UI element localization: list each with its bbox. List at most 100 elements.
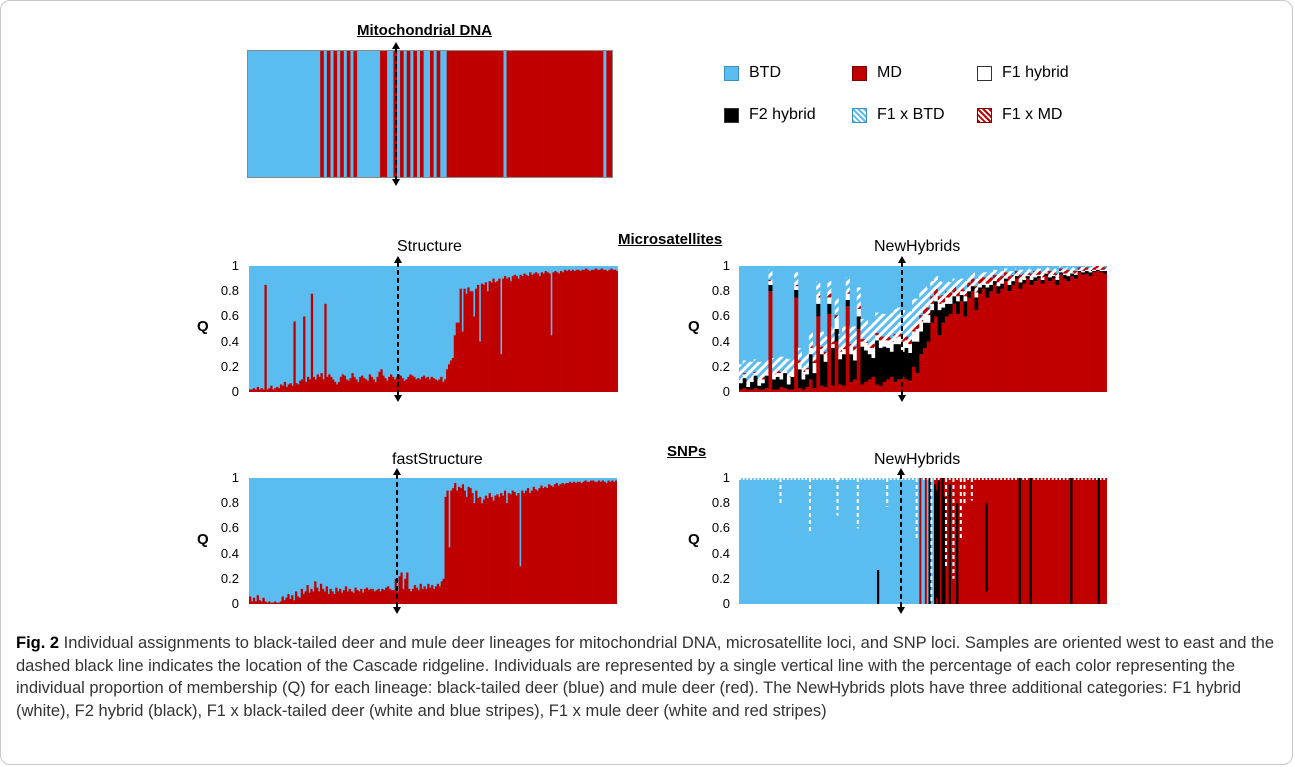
f2-segment — [1015, 276, 1020, 279]
f1-sliver — [1066, 478, 1069, 480]
f1btd-segment — [1000, 271, 1005, 277]
md-bar — [498, 278, 501, 392]
md-bar — [308, 379, 312, 392]
f1-segment — [915, 329, 920, 342]
md-bar — [287, 384, 290, 392]
md-bar — [268, 601, 271, 604]
md-bar — [434, 586, 438, 604]
f1-sliver — [1055, 478, 1058, 480]
md-bar — [374, 381, 377, 392]
md-bar — [361, 375, 364, 392]
f1-segment — [1048, 274, 1053, 278]
md-bar — [459, 488, 463, 604]
f1md-segment — [893, 334, 898, 338]
f1-segment — [1066, 273, 1071, 277]
f1md-segment — [849, 344, 854, 347]
f1-segment — [930, 303, 935, 311]
f1-segment — [831, 344, 836, 348]
y-tick-label: 0.8 — [711, 283, 730, 299]
f2-segment — [849, 354, 854, 382]
mito-frame — [247, 50, 613, 178]
f1btd-segment — [772, 357, 777, 374]
md-bar — [304, 591, 307, 604]
f1md-segment — [970, 278, 975, 284]
md-bar — [482, 499, 486, 604]
f1md-segment — [996, 277, 1001, 283]
md-segment — [1022, 283, 1027, 392]
f1btd-segment — [978, 272, 983, 279]
f2-segment — [812, 373, 817, 389]
md-bar — [525, 490, 528, 604]
f1-segment — [790, 371, 795, 377]
f1btd-segment — [1033, 268, 1038, 272]
f2-segment — [1026, 276, 1031, 279]
legend-item-f1md: F1 x MD — [977, 106, 1062, 124]
md-segment — [757, 389, 762, 392]
f1-segment — [823, 354, 828, 362]
md-bar — [406, 572, 409, 604]
md-bar — [513, 491, 516, 604]
f1-sliver — [1011, 478, 1014, 480]
figure-label: Fig. 2 — [16, 634, 60, 652]
md-segment — [831, 385, 836, 392]
y-tick-label: 0.2 — [220, 570, 239, 586]
md-bar — [567, 483, 570, 604]
f1btd-segment — [1103, 266, 1107, 268]
y-tick-label: 0.2 — [220, 358, 239, 374]
mito-bar — [573, 50, 577, 178]
f2-segment — [764, 375, 769, 389]
f1-segment — [985, 283, 990, 288]
md-bar — [594, 481, 597, 604]
md-bar — [442, 578, 445, 604]
f1md-segment — [1000, 276, 1005, 282]
f2-segment — [1103, 271, 1107, 274]
mito-bar — [420, 50, 424, 178]
md-bar — [446, 369, 449, 392]
md-segment — [772, 389, 777, 392]
md-bar — [346, 591, 350, 604]
md-bar — [283, 600, 286, 604]
f2-segment — [750, 381, 755, 390]
f2-segment — [886, 347, 891, 380]
md-bar — [527, 276, 530, 392]
md-bar — [275, 602, 279, 604]
f1-segment — [886, 340, 891, 348]
f1-segment — [867, 347, 872, 355]
md-bar — [448, 547, 451, 604]
mito-bar — [459, 50, 464, 178]
md-bar — [569, 481, 572, 604]
f1btd-segment — [812, 345, 817, 361]
md-bar — [478, 341, 482, 392]
f1-sliver — [1044, 478, 1047, 480]
y-tick-label: 0.4 — [220, 333, 239, 349]
md-bar — [482, 284, 486, 392]
md-bar — [565, 271, 569, 392]
f2-swatch — [724, 107, 739, 123]
f2-segment — [900, 351, 905, 377]
f1md-segment — [926, 307, 931, 316]
md-bar — [513, 274, 516, 392]
f1md-segment — [1059, 268, 1064, 272]
f1md-segment — [967, 282, 972, 288]
f1btd-segment — [989, 272, 994, 278]
ridgeline-arrow-up — [393, 468, 401, 475]
f1md-segment — [823, 351, 828, 355]
f1btd-segment — [886, 313, 891, 337]
md-bar — [494, 495, 497, 604]
f1-segment — [1081, 271, 1086, 273]
f1btd-segment — [996, 272, 1001, 278]
md-bar — [440, 376, 443, 392]
f1-sliver — [823, 478, 826, 480]
md-segment — [871, 376, 876, 392]
md-bar — [419, 379, 422, 392]
md-bar — [285, 597, 288, 604]
md-bar — [403, 380, 406, 392]
y-axis-label-structure: Q — [197, 318, 209, 335]
f1-sliver — [956, 478, 958, 480]
md-bar — [285, 386, 288, 392]
md-bar — [507, 493, 511, 604]
f1-segment — [746, 381, 751, 387]
f2-bar — [943, 496, 946, 604]
f1-sliver — [739, 478, 741, 480]
